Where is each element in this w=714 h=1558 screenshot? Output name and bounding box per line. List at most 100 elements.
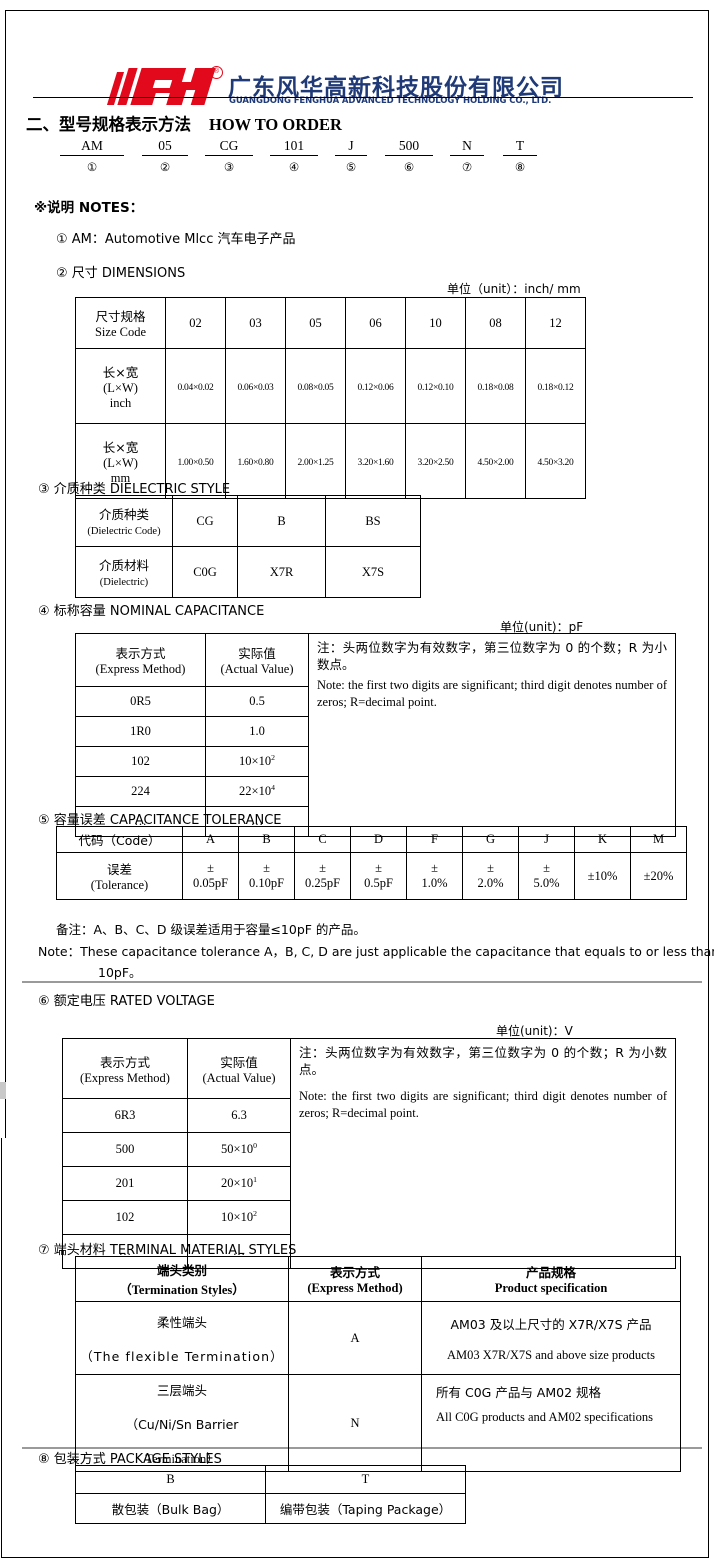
- header-divider: [33, 97, 693, 99]
- order-code-value: 500: [385, 138, 433, 156]
- package-label: 散包装（Bulk Bag）: [75, 1493, 266, 1524]
- tolerance-value: ±0.05pF: [182, 852, 239, 900]
- table-row: 长×宽 (L×W) mm 1.00×0.50 1.60×0.80 2.00×1.25 3.2…: [75, 423, 586, 499]
- tolerance-code: G: [462, 826, 519, 853]
- table-row: 介质种类 (Dielectric Code) CG B BS: [75, 495, 421, 547]
- terminal-style: 三层端头 （Cu/Ni/Sn Barrier Termination）: [75, 1374, 289, 1472]
- dielectric-material: C0G: [172, 546, 238, 598]
- terminal-header: 端头类别 （Termination Styles）: [75, 1256, 289, 1302]
- order-code-value: CG: [205, 138, 253, 156]
- value-express: 6R3: [62, 1098, 188, 1133]
- dim-size-code: 06: [345, 297, 406, 349]
- section-title-en: HOW TO ORDER: [209, 115, 342, 134]
- capacitance-tolerance-table: 代码（Code） A B C D F G J K M 误差 (Tolerance) ±0.05pF ±0.…: [56, 826, 687, 900]
- value-express: 500: [62, 1132, 188, 1167]
- note-item-1: ① AM：Automotive Mlcc 汽车电子产品: [56, 232, 296, 247]
- dim-mm-value: 3.20×1.60: [345, 423, 406, 499]
- dim-inch-value: 0.12×0.06: [345, 348, 406, 424]
- dim-row-header: 长×宽 (L×W) mm: [75, 423, 166, 499]
- value-actual: 10×102: [205, 746, 309, 777]
- value-table-header: 表示方式 (Express Method): [75, 633, 206, 687]
- company-name-cn: 广东风华高新科技股份有限公司: [228, 75, 564, 101]
- note-item-3: ③ 介质种类 DIELECTRIC STYLE: [38, 482, 231, 497]
- table-row: 102 10×102: [75, 746, 676, 777]
- dim-row-header: 长×宽 (L×W) inch: [75, 348, 166, 424]
- value-actual: 20×101: [187, 1166, 291, 1201]
- order-code-index: ③: [223, 160, 235, 174]
- table-row: 柔性端头 （The flexible Termination） A AM03 及以上尺…: [75, 1301, 681, 1375]
- note-item-6: ⑥ 额定电压 RATED VOLTAGE: [38, 994, 215, 1009]
- order-code-index: ⑧: [514, 160, 526, 174]
- tolerance-value: ±5.0%: [518, 852, 575, 900]
- tolerance-value: ±2.0%: [462, 852, 519, 900]
- value-table-note-en: Note: the first two digits are significa…: [317, 678, 667, 709]
- dielectric-code: CG: [172, 495, 238, 547]
- tolerance-value: ±10%: [574, 852, 631, 900]
- order-code-index: ⑤: [345, 160, 357, 174]
- table-row: 端头类别 （Termination Styles） 表示方式 (Express Met…: [75, 1256, 681, 1302]
- order-code-value: AM: [60, 138, 124, 156]
- order-code-value: N: [450, 138, 484, 156]
- terminal-style: 柔性端头 （The flexible Termination）: [75, 1301, 289, 1375]
- dielectric-code: BS: [325, 495, 421, 547]
- terminal-spec: AM03 及以上尺寸的 X7R/X7S 产品 AM03 X7R/X7S and a…: [421, 1301, 681, 1375]
- value-express: 224: [75, 776, 206, 807]
- tolerance-value: ±0.25pF: [294, 852, 351, 900]
- tolerance-row-header: 代码（Code）: [56, 826, 183, 853]
- tolerance-remark-cn: 备注：A、B、C、D 级误差适用于容量≤10pF 的产品。: [56, 922, 366, 937]
- order-code-part-1: AM ①: [60, 138, 124, 174]
- dim-inch-value: 0.06×0.03: [225, 348, 286, 424]
- dim-inch-value: 0.18×0.08: [465, 348, 526, 424]
- dim-row-header: 尺寸规格 Size Code: [75, 297, 166, 349]
- page-break-rule: [22, 981, 702, 983]
- company-name-en: GUANGDONG FENGHUA ADVANCED TECHNOLOGY HO…: [229, 96, 552, 106]
- tolerance-value: ±0.5pF: [350, 852, 407, 900]
- page-margin-tick: [0, 1082, 6, 1099]
- value-express: 1R0: [75, 716, 206, 747]
- value-express: 102: [75, 746, 206, 777]
- table-row: 1R0 1.0: [75, 716, 676, 747]
- table-row: 介质材料 (Dielectric) C0G X7R X7S: [75, 546, 421, 598]
- document-header: ® 广东风华高新科技股份有限公司 GUANGDONG FENGHUA ADVAN…: [0, 28, 714, 106]
- value-table-header: 实际值 (Actual Value): [205, 633, 309, 687]
- tolerance-code: J: [518, 826, 575, 853]
- order-code-index: ⑥: [403, 160, 415, 174]
- dielectric-style-table: 介质种类 (Dielectric Code) CG B BS 介质材料 (Dielectri…: [75, 495, 421, 598]
- table-row: 102 10×102: [62, 1200, 676, 1235]
- terminal-header: 产品规格 Product specification: [421, 1256, 681, 1302]
- note-item-4: ④ 标称容量 NOMINAL CAPACITANCE: [38, 604, 265, 619]
- tolerance-code: C: [294, 826, 351, 853]
- value-table-note-cn: 注：头两位数字为有效数字，第三位数字为 0 的个数；R 为小数点。: [299, 1045, 667, 1077]
- dielectric-material: X7S: [325, 546, 421, 598]
- value-actual: 50×100: [187, 1132, 291, 1167]
- dim-mm-value: 3.20×2.50: [405, 423, 466, 499]
- rated-voltage-table: 表示方式 (Express Method) 实际值 (Actual Value) 注：头…: [62, 1038, 676, 1269]
- value-table-note: 注：头两位数字为有效数字，第三位数字为 0 的个数；R 为小数点。 Note: t…: [308, 633, 676, 837]
- unit-label-voltage: 单位(unit)：V: [496, 1024, 573, 1038]
- terminal-spec-cn: 所有 C0G 产品与 AM02 规格: [436, 1385, 602, 1400]
- value-actual: 0.5: [205, 686, 309, 717]
- tolerance-value: ±0.10pF: [238, 852, 295, 900]
- order-code-index: ②: [159, 160, 171, 174]
- tolerance-code: K: [574, 826, 631, 853]
- note-item-7: ⑦ 端头材料 TERMINAL MATERIAL STYLES: [38, 1243, 297, 1258]
- registered-trademark-icon: ®: [210, 66, 223, 79]
- dim-inch-value: 0.04×0.02: [165, 348, 226, 424]
- dielectric-row-header: 介质材料 (Dielectric): [75, 546, 173, 598]
- fenghua-logo-icon: ®: [106, 66, 223, 106]
- dielectric-row-header: 介质种类 (Dielectric Code): [75, 495, 173, 547]
- package-code: T: [265, 1465, 466, 1494]
- value-table-note-en: Note: the first two digits are significa…: [299, 1089, 667, 1120]
- dim-size-code: 03: [225, 297, 286, 349]
- value-express: 201: [62, 1166, 188, 1201]
- dim-mm-value: 4.50×2.00: [465, 423, 526, 499]
- order-code-part-2: 05 ②: [142, 138, 188, 174]
- table-row: 6R3 6.3: [62, 1098, 676, 1133]
- tolerance-code: B: [238, 826, 295, 853]
- dim-mm-value: 4.50×3.20: [525, 423, 586, 499]
- value-table-note: 注：头两位数字为有效数字，第三位数字为 0 的个数；R 为小数点。 Note: t…: [290, 1038, 676, 1269]
- table-row: 散包装（Bulk Bag） 编带包装（Taping Package）: [75, 1493, 466, 1524]
